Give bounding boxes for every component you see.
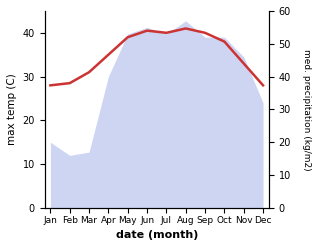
X-axis label: date (month): date (month) [115,230,198,240]
Y-axis label: med. precipitation (kg/m2): med. precipitation (kg/m2) [302,49,311,170]
Y-axis label: max temp (C): max temp (C) [7,74,17,145]
